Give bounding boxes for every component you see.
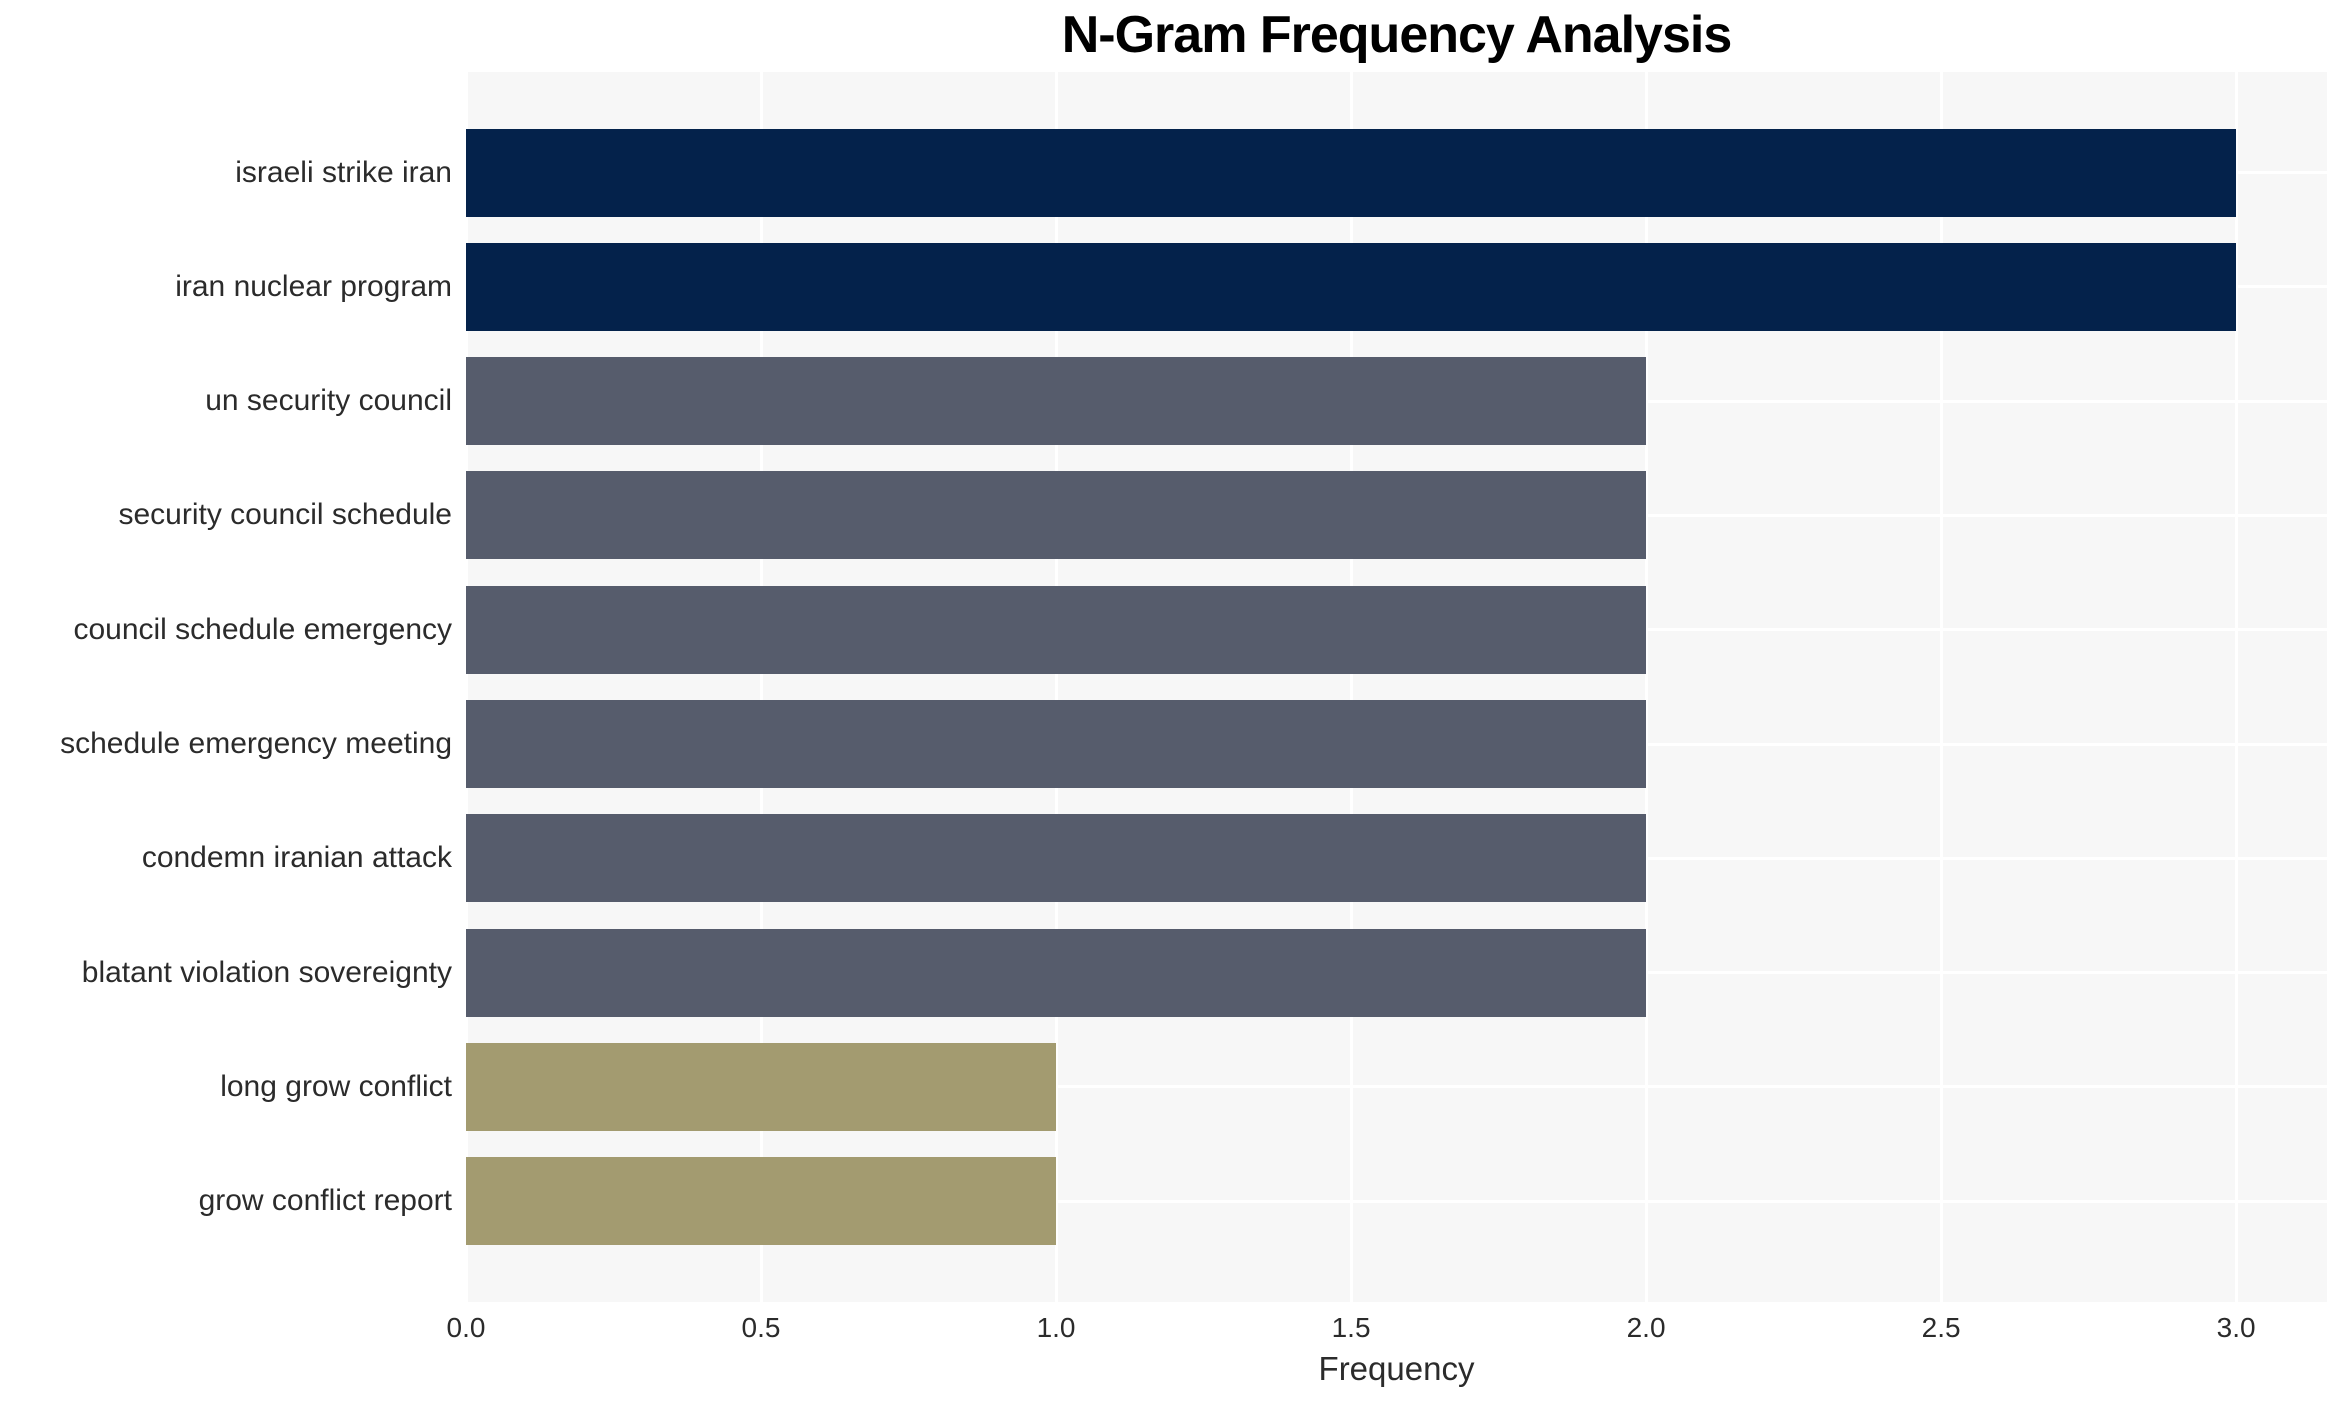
bar-grow-conflict-report xyxy=(466,1157,1057,1246)
y-tick-label-condemn-iranian-attack: condemn iranian attack xyxy=(141,841,452,875)
x-axis-label: Frequency xyxy=(1318,1350,1475,1387)
y-tick-label-grow-conflict-report: grow conflict report xyxy=(198,1184,452,1218)
x-tick-label-3.0: 3.0 xyxy=(2216,1312,2256,1343)
bar-blatant-violation-sovereignty xyxy=(466,928,1647,1017)
y-tick-label-schedule-emergency-meeting: schedule emergency meeting xyxy=(60,727,452,760)
vertical-gridline-2.5 xyxy=(1939,72,1943,1302)
y-tick-label-israeli-strike-iran: israeli strike iran xyxy=(235,155,452,189)
bar-un-security-council xyxy=(466,357,1647,446)
x-tick-label-0.0: 0.0 xyxy=(446,1312,486,1343)
x-tick-label-2.5: 2.5 xyxy=(1921,1312,1961,1343)
y-tick-label-council-schedule-emergency: council schedule emergency xyxy=(73,612,452,646)
bar-schedule-emergency-meeting xyxy=(466,700,1647,788)
x-tick-label-0.5: 0.5 xyxy=(741,1312,781,1343)
chart-title: N-Gram Frequency Analysis xyxy=(1061,6,1733,64)
bar-iran-nuclear-program xyxy=(466,242,2237,331)
vertical-gridline-2.0 xyxy=(1644,72,1648,1302)
y-tick-label-iran-nuclear-program: iran nuclear program xyxy=(175,269,452,303)
bar-israeli-strike-iran xyxy=(466,128,2237,217)
bar-long-grow-conflict xyxy=(466,1042,1057,1131)
bar-condemn-iranian-attack xyxy=(466,814,1647,903)
bar-council-schedule-emergency xyxy=(466,585,1647,674)
bar-security-council-schedule xyxy=(466,471,1647,560)
vertical-gridline-3.0 xyxy=(2234,72,2238,1302)
x-tick-label-1.0: 1.0 xyxy=(1036,1312,1076,1343)
vertical-gridline-1.0 xyxy=(1054,72,1058,1302)
vertical-gridline-0.5 xyxy=(759,72,763,1302)
horizontal-gridline xyxy=(466,1085,2327,1089)
vertical-gridline-1.5 xyxy=(1349,72,1353,1302)
y-tick-label-long-grow-conflict: long grow conflict xyxy=(220,1069,452,1103)
y-tick-label-blatant-violation-sovereignty: blatant violation sovereignty xyxy=(81,955,452,989)
y-tick-label-un-security-council: un security council xyxy=(205,384,452,418)
x-tick-label-1.5: 1.5 xyxy=(1331,1312,1371,1343)
plot-area xyxy=(464,72,2327,1302)
vertical-gridline-0.0 xyxy=(464,72,468,1302)
x-tick-label-2.0: 2.0 xyxy=(1626,1312,1666,1343)
y-tick-label-security-council-schedule: security council schedule xyxy=(118,498,452,532)
horizontal-gridline xyxy=(466,1199,2327,1203)
